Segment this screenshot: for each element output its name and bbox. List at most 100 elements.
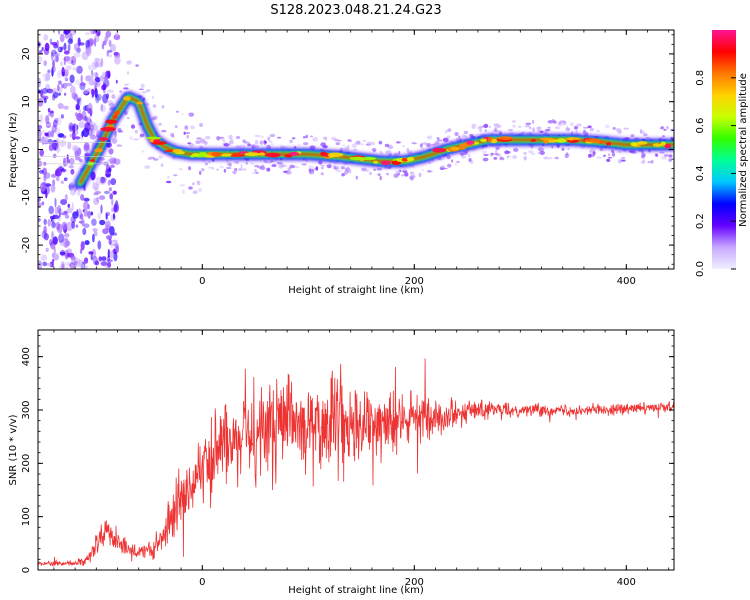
heatmap-noise-blob [126, 60, 132, 65]
heatmap-noise-blob [482, 157, 489, 162]
heatmap-peak-lobe [373, 160, 379, 164]
heatmap-noise-blob [64, 250, 69, 260]
heatmap-peak-lobe [112, 114, 118, 120]
heatmap-noise-blob [55, 168, 62, 177]
heatmap-peak-lobe [584, 138, 601, 143]
heatmap-noise-blob [43, 174, 47, 182]
heatmap-noise-blob [499, 157, 505, 161]
heatmap-noise-blob [73, 43, 80, 51]
heatmap-noise-blob [50, 215, 54, 220]
heatmap-noise-blob [289, 139, 293, 144]
heatmap-noise-blob [605, 124, 610, 129]
heatmap-peak-lobe [327, 152, 344, 158]
heatmap-noise-blob [223, 169, 227, 173]
heatmap-noise-blob [341, 173, 345, 177]
heatmap-noise-blob [347, 145, 350, 148]
heatmap-noise-blob [532, 119, 535, 124]
colorbar-tick-label: 0.2 [695, 213, 706, 229]
heatmap-noise-blob [56, 116, 62, 126]
heatmap-noise-blob [59, 139, 66, 148]
heatmap-noise-blob [130, 124, 136, 129]
heatmap-noise-blob [43, 225, 47, 235]
heatmap-peak-lobe [380, 160, 391, 166]
heatmap-noise-blob [188, 166, 192, 171]
heatmap-noise-blob [468, 158, 472, 162]
heatmap-noise-blob [73, 260, 78, 266]
heatmap-noise-blob [98, 256, 103, 262]
heatmap-noise-blob [69, 262, 76, 269]
heatmap-noise-blob [569, 122, 574, 127]
heatmap-noise-blob [129, 136, 133, 141]
heatmap-noise-blob [250, 162, 255, 165]
heatmap-noise-blob [57, 46, 63, 53]
heatmap-noise-blob [651, 159, 654, 164]
heatmap-noise-blob [52, 91, 59, 99]
heatmap-noise-blob [236, 135, 240, 140]
heatmap-noise-blob [57, 84, 60, 92]
heatmap-peak-lobe [288, 152, 300, 156]
heatmap-noise-blob [40, 182, 46, 192]
heatmap-peak-lobe [606, 142, 612, 146]
spectrogram-heatmap [38, 30, 674, 269]
heatmap-noise-blob [107, 70, 111, 78]
heatmap-noise-blob [199, 170, 202, 175]
heatmap-noise-blob [42, 167, 47, 176]
heatmap-noise-blob [97, 212, 101, 220]
heatmap-noise-blob [107, 89, 114, 93]
heatmap-noise-blob [606, 158, 611, 162]
heatmap-noise-blob [109, 250, 115, 259]
heatmap-noise-blob [78, 121, 85, 129]
heatmap-noise-blob [70, 30, 77, 36]
heatmap-noise-blob [94, 37, 97, 47]
heatmap-noise-blob [99, 219, 106, 226]
heatmap-noise-blob [402, 145, 405, 148]
heatmap-noise-blob [70, 55, 77, 66]
heatmap-noise-blob [93, 192, 99, 196]
colorbar-tick-label: 0.0 [695, 261, 706, 277]
heatmap-noise-blob [255, 171, 259, 174]
heatmap-noise-blob [54, 117, 59, 123]
heatmap-noise-blob [70, 168, 75, 175]
heatmap-noise-blob [81, 218, 85, 227]
heatmap-noise-blob [621, 156, 626, 161]
heatmap-noise-blob [78, 109, 82, 114]
heatmap-noise-blob [84, 240, 90, 246]
heatmap-noise-blob [127, 117, 130, 120]
heatmap-noise-blob [95, 176, 101, 186]
snr-x-label: Height of straight line (km) [288, 585, 424, 596]
heatmap-noise-blob [359, 143, 365, 146]
heatmap-noise-blob [57, 205, 62, 214]
heatmap-noise-blob [195, 140, 201, 144]
heatmap-noise-blob [53, 44, 58, 49]
heatmap-noise-blob [208, 166, 214, 169]
heatmap-noise-blob [555, 126, 560, 129]
heatmap-noise-blob [96, 31, 101, 37]
heatmap-noise-blob [179, 184, 186, 187]
heatmap-noise-blob [188, 186, 193, 190]
heatmap-noise-blob [80, 74, 83, 84]
heatmap-noise-blob [94, 186, 99, 192]
heatmap-noise-blob [161, 129, 167, 133]
heatmap-noise-blob [80, 241, 85, 251]
heatmap-noise-blob [38, 89, 41, 94]
heatmap-noise-blob [43, 233, 49, 241]
heatmap-noise-blob [666, 125, 669, 130]
heatmap-noise-blob [54, 55, 59, 63]
heatmap-noise-blob [418, 172, 422, 178]
y-tick-label: 300 [21, 400, 32, 419]
heatmap-noise-blob [379, 175, 382, 181]
heatmap-noise-blob [95, 93, 102, 101]
heatmap-noise-blob [530, 152, 536, 155]
heatmap-noise-blob [69, 85, 76, 95]
heatmap-noise-blob [91, 248, 97, 259]
heatmap-noise-blob [38, 197, 41, 202]
heatmap-noise-blob [115, 30, 119, 37]
heatmap-noise-blob [71, 131, 76, 141]
heatmap-noise-blob [43, 60, 47, 67]
heatmap-noise-blob [109, 157, 117, 165]
y-tick-label: 200 [21, 454, 32, 473]
heatmap-peak-lobe [568, 137, 574, 141]
heatmap-noise-blob [112, 190, 117, 195]
heatmap-noise-blob [81, 51, 89, 61]
heatmap-noise-blob [228, 163, 232, 167]
